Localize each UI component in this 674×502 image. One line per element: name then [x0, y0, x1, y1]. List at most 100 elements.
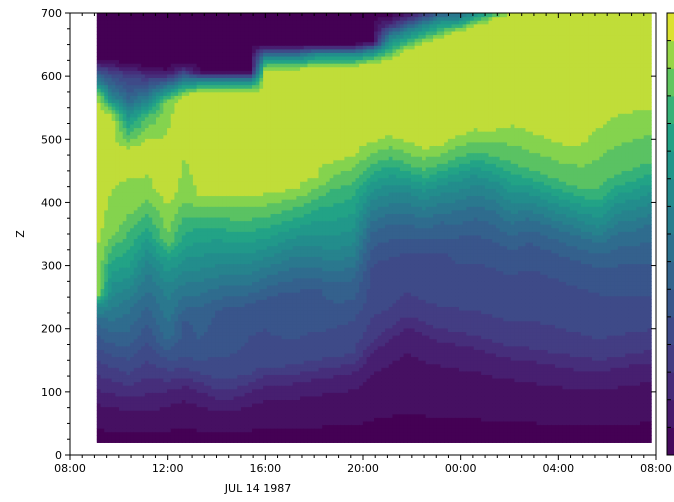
contour-cell [148, 403, 153, 408]
contour-cell [237, 277, 242, 282]
contour-cell [233, 324, 238, 329]
contour-cell [126, 324, 131, 329]
contour-cell [167, 41, 172, 46]
contour-cell [229, 288, 235, 293]
contour-cell [148, 320, 153, 325]
contour-cell [104, 377, 109, 383]
contour-cell [122, 345, 128, 350]
contour-cell [237, 395, 242, 401]
contour-cell [189, 199, 194, 204]
contour-cell [167, 277, 172, 282]
contour-cell [104, 195, 109, 200]
contour-cell [170, 134, 176, 139]
contour-cell [167, 141, 172, 146]
contour-cell [155, 84, 161, 89]
contour-cell [226, 84, 231, 89]
contour-cell [137, 349, 142, 354]
contour-cell [159, 313, 164, 318]
contour-cell [144, 141, 150, 146]
contour-cell [96, 259, 102, 265]
contour-cell [178, 392, 183, 397]
contour-cell [189, 131, 194, 136]
contour-cell [115, 34, 120, 39]
contour-cell [167, 224, 172, 229]
contour-cell [248, 281, 253, 286]
contour-cell [167, 20, 172, 25]
contour-cell [215, 20, 220, 25]
contour-cell [170, 360, 176, 365]
contour-cell [244, 59, 249, 64]
contour-cell [218, 299, 224, 304]
contour-cell [111, 395, 116, 401]
contour-cell [248, 331, 253, 336]
contour-cell [222, 277, 227, 282]
contour-cell [126, 238, 131, 243]
contour-cell [100, 317, 105, 322]
contour-cell [130, 174, 135, 179]
contour-cell [174, 420, 179, 426]
contour-cell [178, 277, 183, 282]
contour-cell [229, 367, 235, 372]
contour-cell [152, 188, 157, 193]
contour-cell [226, 48, 231, 53]
contour-cell [115, 30, 120, 36]
contour-cell [170, 88, 176, 93]
contour-cell [133, 385, 139, 390]
contour-cell [119, 403, 124, 408]
contour-cell [152, 202, 157, 207]
contour-cell [192, 106, 198, 111]
contour-cell [144, 234, 150, 240]
contour-cell [196, 420, 201, 426]
contour-cell [181, 48, 187, 53]
contour-cell [174, 242, 179, 247]
contour-cell [244, 199, 249, 204]
contour-cell [133, 174, 139, 179]
contour-cell [104, 174, 109, 179]
contour-cell [104, 181, 109, 186]
contour-cell [226, 245, 231, 250]
contour-cell [233, 98, 238, 104]
contour-cell [240, 174, 246, 179]
contour-cell [192, 406, 198, 411]
contour-cell [137, 41, 142, 46]
contour-cell [229, 342, 235, 347]
contour-cell [174, 174, 179, 179]
contour-cell [155, 417, 161, 422]
contour-cell [144, 123, 150, 129]
contour-cell [148, 292, 153, 297]
contour-cell [207, 403, 213, 408]
contour-cell [204, 48, 209, 53]
contour-cell [200, 313, 205, 318]
contour-cell [137, 95, 142, 100]
contour-cell [152, 59, 157, 64]
contour-cell [237, 174, 242, 179]
contour-cell [244, 163, 249, 168]
contour-cell [104, 388, 109, 393]
contour-cell [196, 252, 201, 257]
contour-cell [240, 23, 246, 28]
contour-cell [144, 292, 150, 297]
contour-cell [196, 152, 201, 157]
contour-cell [100, 327, 105, 333]
contour-cell [148, 381, 153, 386]
contour-cell [152, 259, 157, 265]
contour-cell [155, 106, 161, 111]
contour-cell [163, 410, 168, 415]
contour-cell [244, 370, 249, 375]
contour-cell [218, 48, 224, 53]
contour-cell [222, 48, 227, 53]
contour-cell [159, 177, 164, 182]
contour-cell [226, 313, 231, 318]
contour-cell [192, 256, 198, 261]
contour-cell [100, 109, 105, 114]
contour-cell [115, 195, 120, 200]
contour-cell [126, 309, 131, 315]
contour-cell [141, 288, 146, 293]
contour-cell [126, 170, 131, 175]
contour-cell [170, 106, 176, 111]
contour-cell [119, 20, 124, 25]
contour-cell [204, 63, 209, 68]
contour-cell [200, 388, 205, 393]
contour-cell [189, 98, 194, 104]
contour-cell [111, 259, 116, 265]
